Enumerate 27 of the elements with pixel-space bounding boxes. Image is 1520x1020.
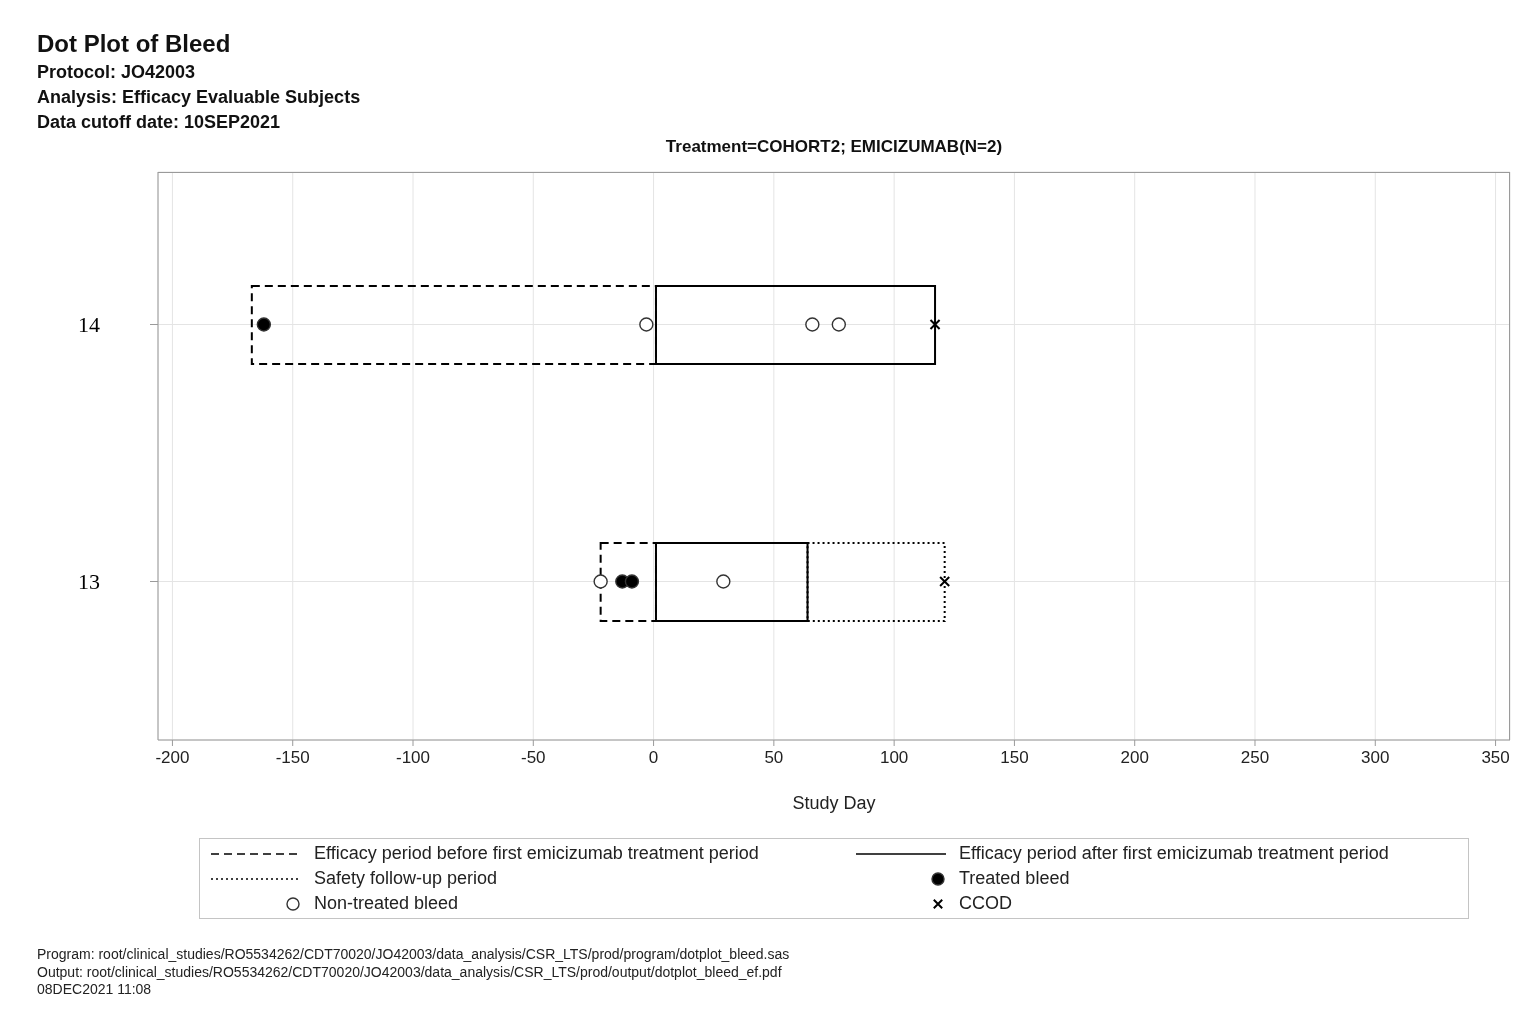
x-tick-label: 350 (1481, 748, 1510, 768)
x-tick-label: 250 (1240, 748, 1270, 768)
chart-title: Dot Plot of Bleed (37, 30, 231, 57)
text: Output: root/clinical_studies/RO5534262/CDT70020/JO42003/data_analysis/CSR_LTS/prod/output/dotplot_bleed_ef.pdf (37, 963, 782, 980)
x-tick-label: 150 (1000, 748, 1029, 768)
x-axis-title: Study Day (792, 793, 876, 813)
legend-label: CCOD (959, 893, 1012, 913)
legend-label: Treated bleed (959, 868, 1070, 888)
legend-label: Efficacy period before first emicizumab treatment period (314, 843, 759, 863)
legend-label: Efficacy period after first emicizumab treatment period (959, 843, 1389, 863)
legend-label: Safety follow-up period (314, 868, 498, 888)
x-tick-label: 50 (764, 748, 784, 768)
x-tick-label: 300 (1361, 748, 1390, 768)
text: Program: root/clinical_studies/RO5534262/CDT70020/JO42003/data_analysis/CSR_LTS/prod/program/dotplot_bleed.sas (37, 946, 790, 962)
x-tick-label: 0 (648, 748, 659, 768)
x-tick-label: 100 (879, 748, 909, 768)
x-tick-label: -200 (155, 748, 190, 768)
legend-label: Non-treated bleed (314, 893, 459, 913)
y-tick-label: 14 (78, 312, 100, 338)
x-tick-label: -50 (521, 748, 546, 768)
chart-subtitle: Protocol: JO42003 Analysis: Efficacy Evaluable Subjects Data cutoff date: 10SEP2021 (37, 62, 361, 132)
text: 08DEC2021 11:08 (37, 981, 152, 997)
x-tick-label: -150 (275, 748, 310, 768)
x-tick-label: 200 (1120, 748, 1149, 768)
y-tick-label: 13 (78, 569, 100, 595)
text: Treatment=COHORT2; EMICIZUMAB(N=2) (665, 137, 1003, 156)
x-tick-label: -100 (395, 748, 431, 768)
